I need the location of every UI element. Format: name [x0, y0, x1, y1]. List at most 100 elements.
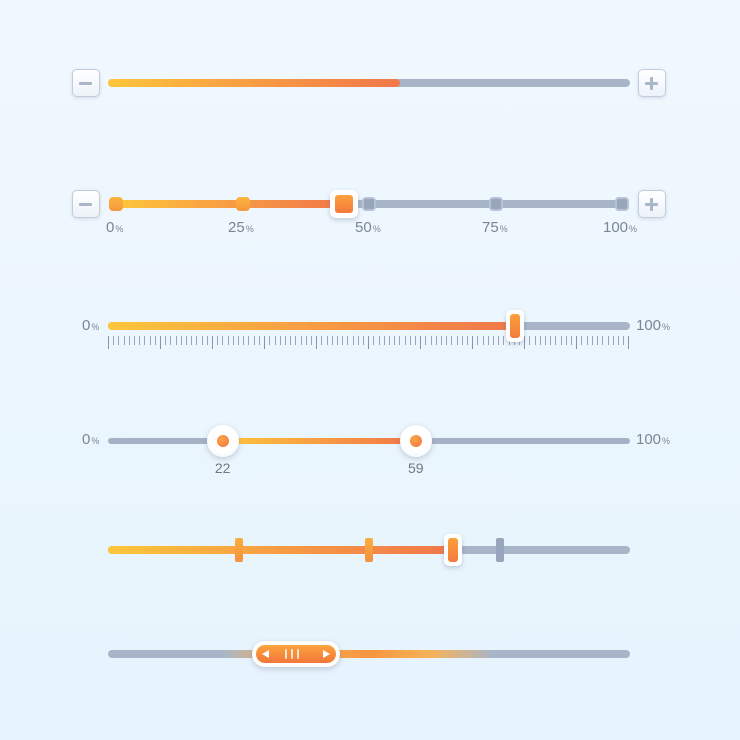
ruler-tick	[586, 336, 588, 345]
slider-stepped[interactable]: 0% 25% 50% 75% 100%	[72, 188, 668, 248]
ruler-tick	[128, 336, 130, 345]
ruler-tick	[498, 336, 500, 345]
ruler-tick	[550, 336, 552, 345]
ruler-tick	[529, 336, 531, 345]
step-node-1[interactable]	[235, 197, 250, 211]
slider-fill	[116, 200, 344, 208]
step-node-2[interactable]	[362, 197, 376, 211]
ruler-tick	[305, 336, 307, 345]
slider-range[interactable]: 0% 22 59 100%	[78, 422, 682, 482]
ruler-tick	[326, 336, 328, 345]
ruler-tick	[108, 336, 109, 349]
slider-mark-2	[495, 538, 504, 562]
ruler-tick	[232, 336, 234, 345]
slider-simple[interactable]	[72, 68, 668, 98]
ruler-tick	[368, 336, 370, 349]
minus-icon	[79, 81, 92, 85]
ruler-tick	[238, 336, 240, 345]
ruler-tick	[144, 336, 146, 345]
grip-lines-icon	[284, 649, 287, 659]
ruler-tick	[555, 336, 557, 345]
ruler-tick	[206, 336, 208, 345]
ruler-tick	[441, 336, 442, 345]
ruler-tick	[274, 336, 276, 345]
ruler-tick	[383, 336, 385, 345]
slider-marked[interactable]	[108, 532, 632, 568]
increase-button[interactable]	[638, 69, 666, 97]
triangle-left-icon[interactable]	[261, 650, 269, 658]
ruler-tick	[420, 336, 422, 349]
range-high-value: 59	[407, 460, 424, 476]
ruler-tick	[493, 336, 495, 345]
step-label-100: 100%	[603, 219, 638, 236]
minus-icon	[79, 202, 92, 206]
range-thumb-low[interactable]	[206, 425, 239, 457]
ruler-tick	[222, 336, 224, 345]
ruler-tick	[534, 336, 536, 345]
ruler-tick	[399, 336, 401, 345]
slider-thumb[interactable]	[443, 534, 462, 566]
slider-thumb[interactable]	[329, 190, 358, 218]
ruler-tick	[248, 336, 250, 345]
slider-mark-1	[365, 538, 373, 562]
slider-ruler[interactable]: 0% 100%	[78, 308, 682, 358]
slider-track[interactable]	[108, 322, 630, 330]
ruler-tick	[362, 336, 364, 345]
ruler-tick	[524, 336, 526, 349]
ruler-tick	[446, 336, 448, 345]
ruler-tick	[336, 336, 338, 345]
ruler-tick	[227, 336, 229, 345]
step-label-25: 25%	[228, 219, 254, 236]
step-node-3[interactable]	[488, 197, 503, 211]
decrease-button[interactable]	[72, 190, 100, 218]
slider-track[interactable]	[108, 438, 630, 444]
ruler-tick	[472, 336, 474, 349]
ruler-tick	[467, 336, 469, 345]
step-node-4[interactable]	[615, 197, 629, 211]
ruler-tick	[310, 336, 312, 345]
ruler-tick	[201, 336, 203, 345]
ruler-tick	[545, 336, 547, 345]
ruler-tick	[612, 336, 614, 345]
ruler-tick	[134, 336, 136, 345]
ruler-tick	[581, 336, 583, 345]
scroll-handle[interactable]	[251, 641, 340, 667]
slider-scroll[interactable]	[108, 638, 632, 670]
ruler-tick	[357, 336, 359, 345]
ruler-tick	[602, 336, 604, 345]
decrease-button[interactable]	[72, 69, 100, 97]
ruler-tick	[378, 336, 380, 345]
ruler-tick	[477, 336, 479, 345]
slider-thumb[interactable]	[506, 310, 525, 342]
step-label-50: 50%	[355, 219, 381, 236]
step-node-0[interactable]	[109, 197, 123, 211]
max-label: 100%	[636, 431, 671, 448]
min-label: 0%	[82, 317, 100, 334]
slider-track[interactable]	[108, 650, 630, 658]
ruler-tick	[435, 336, 437, 345]
ruler-ticks	[108, 336, 630, 349]
step-label-0: 0%	[106, 219, 124, 236]
slider-track[interactable]	[108, 79, 630, 87]
range-low-value: 22	[214, 460, 231, 476]
slider-fill	[108, 79, 401, 87]
ruler-tick	[331, 336, 333, 345]
ruler-tick	[113, 336, 115, 345]
range-fill	[222, 438, 416, 444]
ruler-tick	[118, 336, 120, 345]
ruler-tick	[284, 336, 286, 345]
ruler-tick	[191, 336, 193, 345]
increase-button[interactable]	[638, 190, 666, 218]
ruler-tick	[451, 336, 453, 345]
ruler-tick	[170, 336, 172, 345]
triangle-right-icon[interactable]	[322, 650, 330, 658]
ruler-tick	[482, 336, 484, 345]
range-thumb-high[interactable]	[399, 425, 432, 457]
ruler-tick	[180, 336, 182, 345]
max-label: 100%	[636, 317, 671, 334]
ruler-tick	[487, 336, 489, 345]
ruler-tick	[571, 336, 573, 345]
ruler-tick	[279, 336, 281, 345]
ruler-tick	[165, 336, 167, 345]
ruler-tick	[425, 336, 427, 345]
